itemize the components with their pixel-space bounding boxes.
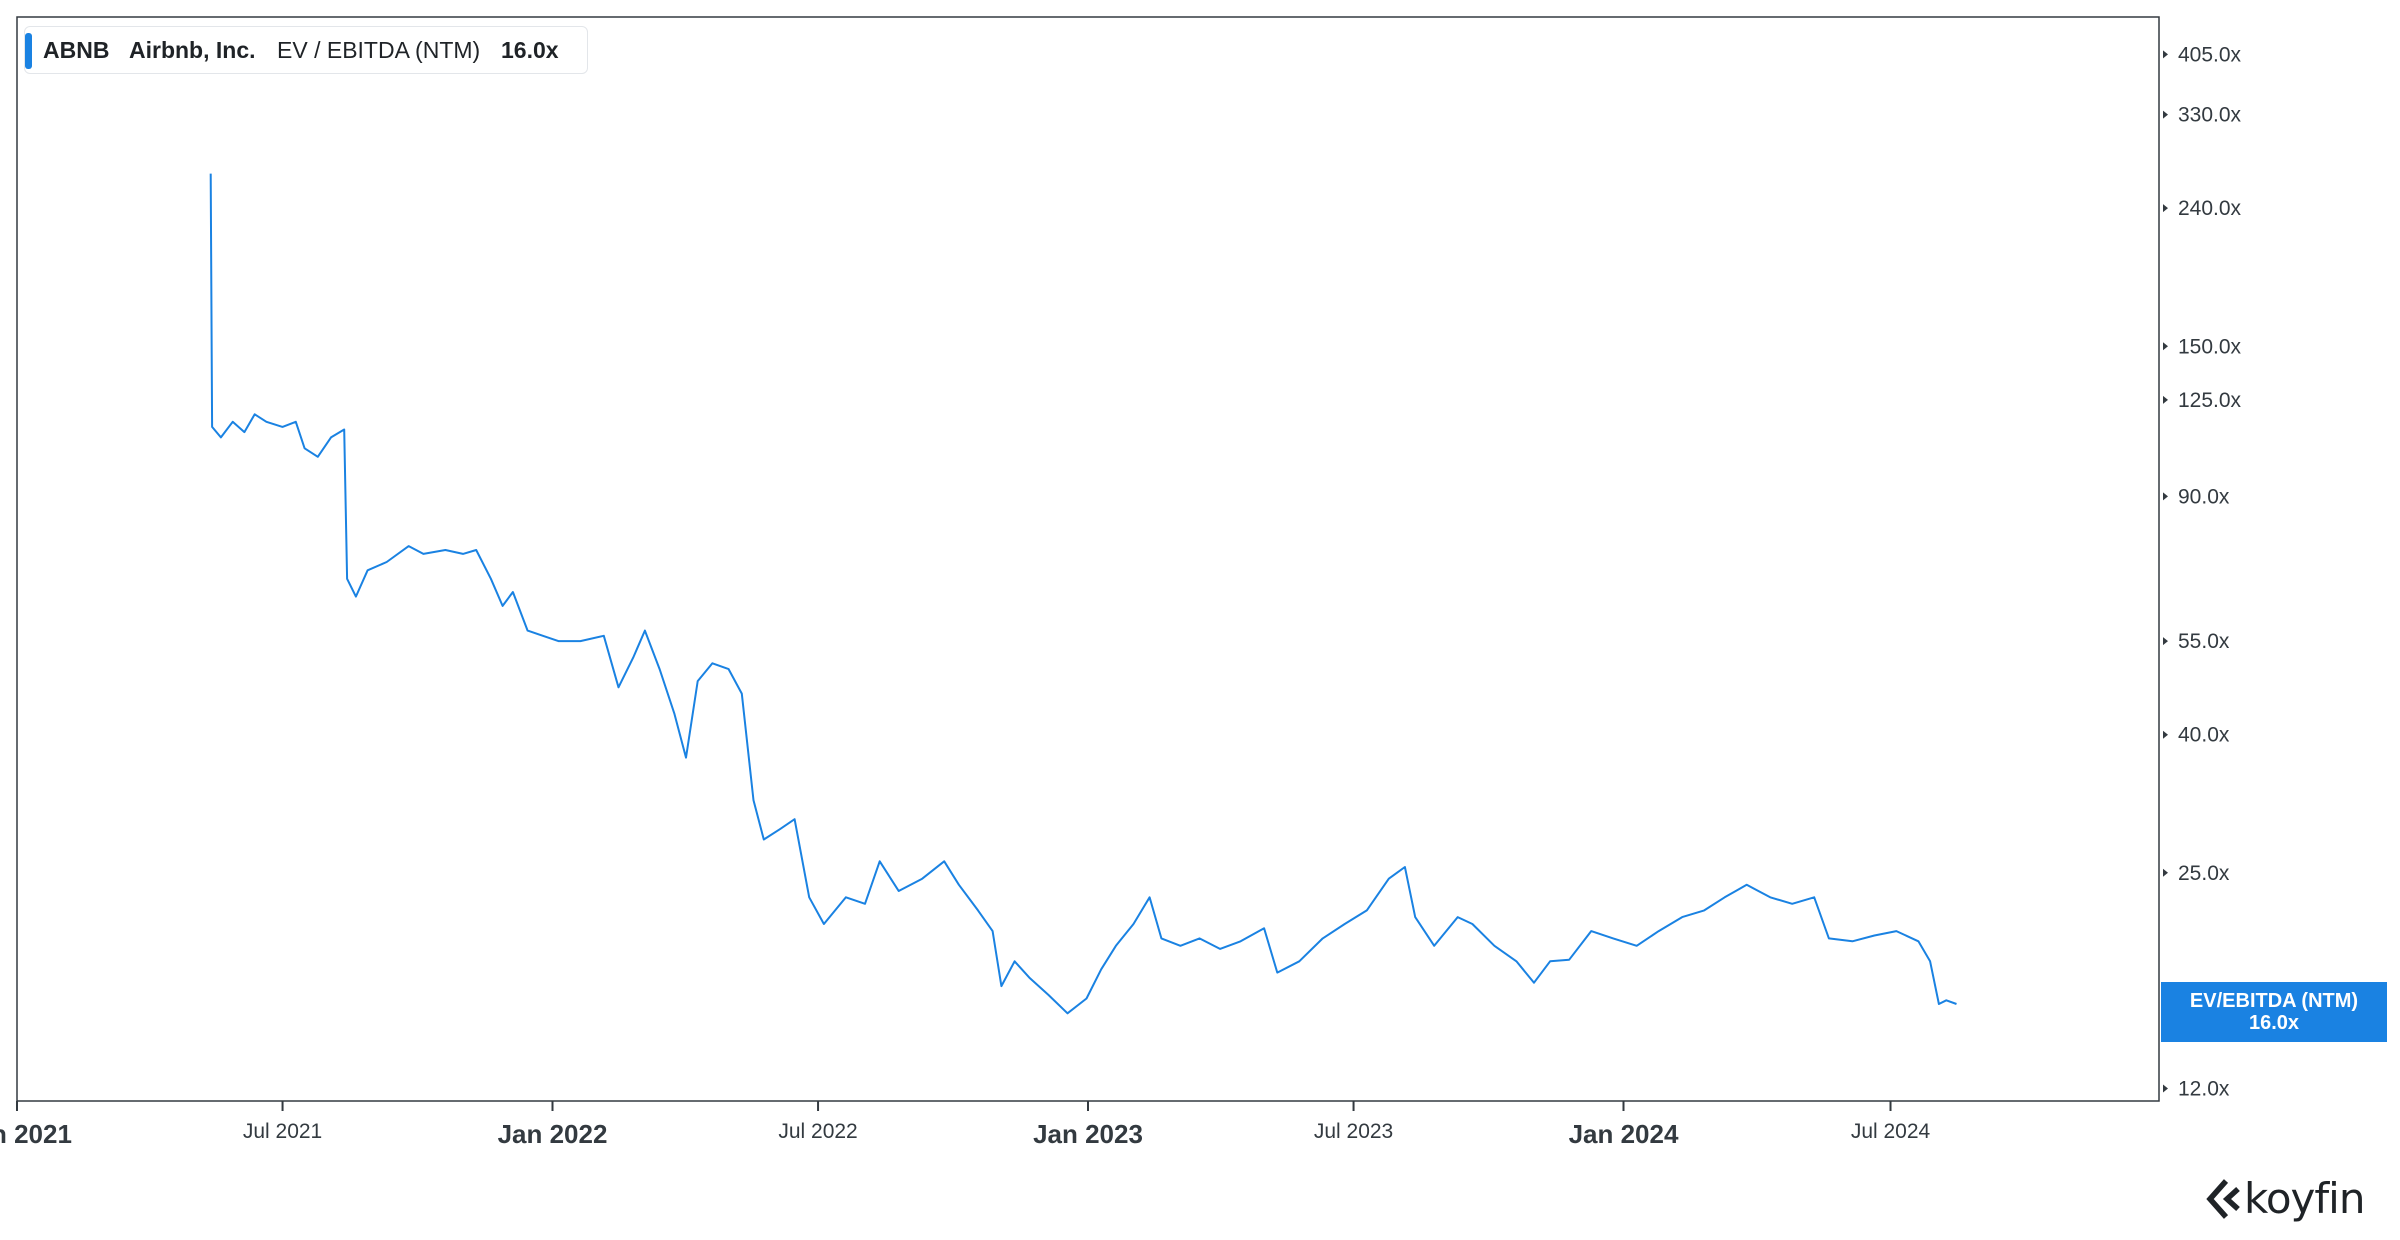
legend-ticker: ABNB [43, 36, 110, 63]
y-tick-label: 25.0x [2178, 862, 2230, 885]
x-tick-label: Jul 2022 [778, 1120, 857, 1143]
legend-color-swatch [25, 33, 32, 69]
koyfin-logo-icon [2206, 1178, 2240, 1219]
last-value-badge: EV/EBITDA (NTM) 16.0x [2161, 982, 2387, 1042]
x-axis: Jan 2021 Jul 2021 Jan 2022 Jul 2022 Jan 2023… [0, 1101, 1931, 1149]
legend-value: 16.0x [501, 36, 559, 63]
x-tick-label: Jan 2021 [0, 1119, 72, 1149]
y-tick-label: 330.0x [2178, 104, 2242, 127]
legend[interactable]: ABNB Airbnb, Inc. EV / EBITDA (NTM) 16.0… [24, 26, 588, 74]
y-tick-mark [2163, 395, 2168, 404]
y-tick-mark [2163, 868, 2168, 877]
x-tick-label: Jan 2022 [498, 1119, 608, 1149]
y-tick-mark [2163, 730, 2168, 739]
y-tick-label: 240.0x [2178, 197, 2242, 220]
x-tick-label: Jul 2021 [243, 1120, 322, 1143]
y-tick-mark [2163, 50, 2168, 59]
y-tick-label: 150.0x [2178, 335, 2242, 358]
legend-company-name: Airbnb, Inc. [129, 36, 256, 63]
y-axis: 12.0x 25.0x 40.0x 55.0x 90.0x 125.0x 150.0x 240… [2163, 43, 2242, 1100]
y-tick-mark [2163, 110, 2168, 119]
x-tick-label: Jan 2023 [1033, 1119, 1143, 1149]
y-tick-mark [2163, 342, 2168, 351]
y-tick-mark [2163, 492, 2168, 501]
last-value-label: EV/EBITDA (NTM) [2189, 990, 2359, 1012]
y-tick-label: 40.0x [2178, 724, 2230, 747]
x-tick-label: Jan 2024 [1569, 1119, 1679, 1149]
last-value-number: 16.0x [2248, 1012, 2300, 1034]
y-tick-label: 55.0x [2178, 630, 2230, 653]
y-tick-label: 12.0x [2178, 1077, 2230, 1100]
series-line [209, 173, 1957, 1015]
x-tick-label: Jul 2024 [1851, 1120, 1931, 1143]
plot-frame [16, 16, 2160, 1102]
koyfin-logo: koyfin [2204, 1174, 2365, 1223]
y-tick-mark [2163, 204, 2168, 213]
legend-metric: EV / EBITDA (NTM) [277, 36, 481, 63]
y-tick-mark [2163, 637, 2168, 646]
y-tick-label: 90.0x [2178, 485, 2230, 508]
y-tick-mark [2163, 1084, 2168, 1093]
y-tick-label: 125.0x [2178, 389, 2242, 412]
y-tick-label: 405.0x [2178, 43, 2242, 66]
brand-name: koyfin [2244, 1174, 2365, 1223]
x-tick-label: Jul 2023 [1314, 1120, 1393, 1143]
